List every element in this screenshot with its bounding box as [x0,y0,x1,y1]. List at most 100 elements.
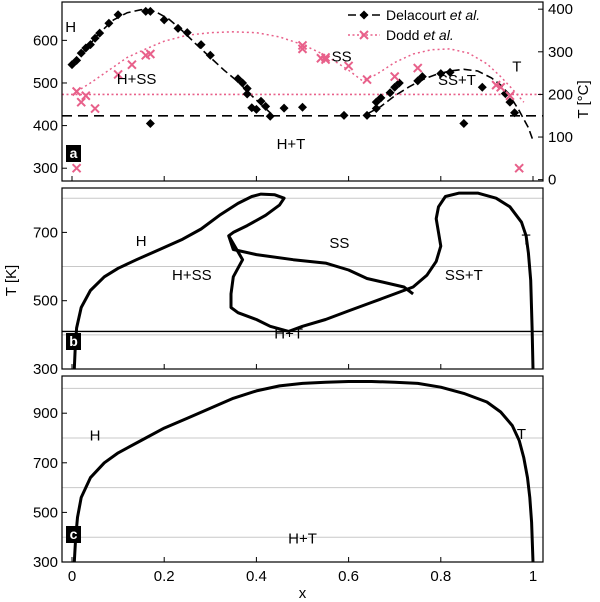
ytick-label-b-2: 700 [33,224,58,241]
y2tick-label-0: 0 [548,172,556,189]
region-label-b-4: T [521,231,530,248]
point-dodd-12 [320,54,331,65]
region-label-a-4: T [512,58,521,75]
legend-marker-0 [359,10,369,20]
gridlines-layer [62,197,543,538]
point-delacourt-13 [173,23,183,33]
y2-axis-title: T [°C] [575,80,592,118]
point-delacourt-21 [247,103,257,113]
point-dodd-14 [362,74,372,85]
fit-curve-0-b [366,68,534,141]
point-delacourt-40 [459,118,469,128]
point-delacourt-33 [385,88,395,98]
y2tick-label-2: 200 [548,86,573,103]
point-delacourt-22 [251,104,261,114]
xtick-label-0: 0 [68,568,76,585]
point-delacourt-14 [182,28,192,38]
point-delacourt-15 [196,40,206,50]
xtick-label-1: 0.2 [154,568,175,585]
region-label-b-5: H+T [274,325,303,342]
frame-layer [61,1,544,563]
xtick-label-2: 0.4 [246,568,267,585]
xtick-label-4: 0.8 [430,568,451,585]
ytick-label-a-1: 400 [33,118,58,135]
point-delacourt-39 [445,67,455,77]
point-delacourt-5 [90,33,100,43]
panel-frame-b [61,187,544,370]
point-delacourt-16 [205,50,215,60]
point-dodd-2 [81,91,91,101]
point-delacourt-29 [362,110,372,120]
point-delacourt-38 [436,69,446,79]
boundary-curve-b-0 [72,192,414,370]
y-axis-title: T [K] [3,265,20,296]
boundary-curve-c-0 [72,380,535,563]
point-delacourt-1 [72,55,82,65]
region-label-b-0: H [136,233,147,250]
point-delacourt-44 [510,108,520,118]
xtick-label-3: 0.6 [338,568,359,585]
legend-marker-1 [359,30,369,40]
region-label-a-3: SS+T [438,72,476,89]
ytick-label-a-3: 600 [33,32,58,49]
markers-layer [67,6,524,173]
point-dodd-4 [113,69,123,80]
point-delacourt-7 [104,18,114,28]
point-delacourt-11 [145,118,155,128]
region-label-a-2: SS [332,49,352,66]
region-label-b-2: SS [329,235,349,252]
y2tick-label-4: 400 [548,1,573,18]
region-label-a-1: H+SS [117,71,157,88]
region-label-b-1: H+SS [172,267,212,284]
point-delacourt-4 [85,40,95,50]
point-delacourt-20 [242,89,252,99]
point-delacourt-19 [242,84,252,94]
point-dodd-7 [145,49,156,59]
curves-layer [62,8,543,563]
point-dodd-18 [496,82,506,92]
region-label-b-3: SS+T [445,267,483,284]
region-label-a-5: H+T [277,136,306,153]
ytick-label-b-0: 300 [33,361,58,378]
y2tick-label-1: 100 [548,129,573,146]
panel-frame-a [61,1,544,182]
point-dodd-9 [297,44,308,54]
legend-label-0: Delacourt et al. [386,7,480,23]
panel-badge-b-bg [66,333,81,350]
point-dodd-1 [76,97,86,107]
point-delacourt-32 [376,93,386,103]
point-dodd-3 [90,103,100,114]
boundary-curve-b-1 [227,191,535,370]
region-label-c-0: H [90,427,101,444]
panel-badge-b: b [69,333,78,349]
point-delacourt-41 [477,82,487,92]
point-dodd-11 [320,52,331,63]
point-delacourt-30 [371,104,381,114]
point-delacourt-27 [298,102,307,112]
point-delacourt-37 [417,72,427,82]
region-label-a-0: H [65,19,76,36]
point-delacourt-2 [76,48,86,58]
ytick-label-c-3: 900 [33,405,58,422]
point-dodd-0 [71,86,82,97]
point-delacourt-6 [95,28,105,38]
fit-curve-0 [71,8,274,116]
point-delacourt-28 [339,110,349,120]
point-delacourt-23 [256,96,266,106]
point-delacourt-8 [113,10,123,20]
xtick-label-5: 1 [529,568,537,585]
fit-curve-1 [76,31,525,103]
point-delacourt-12 [159,15,169,25]
point-delacourt-25 [265,111,275,121]
ytick-label-a-2: 500 [33,75,58,92]
point-dodd-15 [389,71,400,82]
point-dodd-5 [127,59,137,70]
point-dodd-20 [71,163,82,173]
panel-badge-c-bg [66,526,81,543]
point-delacourt-26 [279,103,289,113]
point-dodd-21 [514,163,524,173]
point-delacourt-9 [141,6,151,16]
point-delacourt-35 [394,78,404,88]
panel-badge-c: c [70,526,78,542]
